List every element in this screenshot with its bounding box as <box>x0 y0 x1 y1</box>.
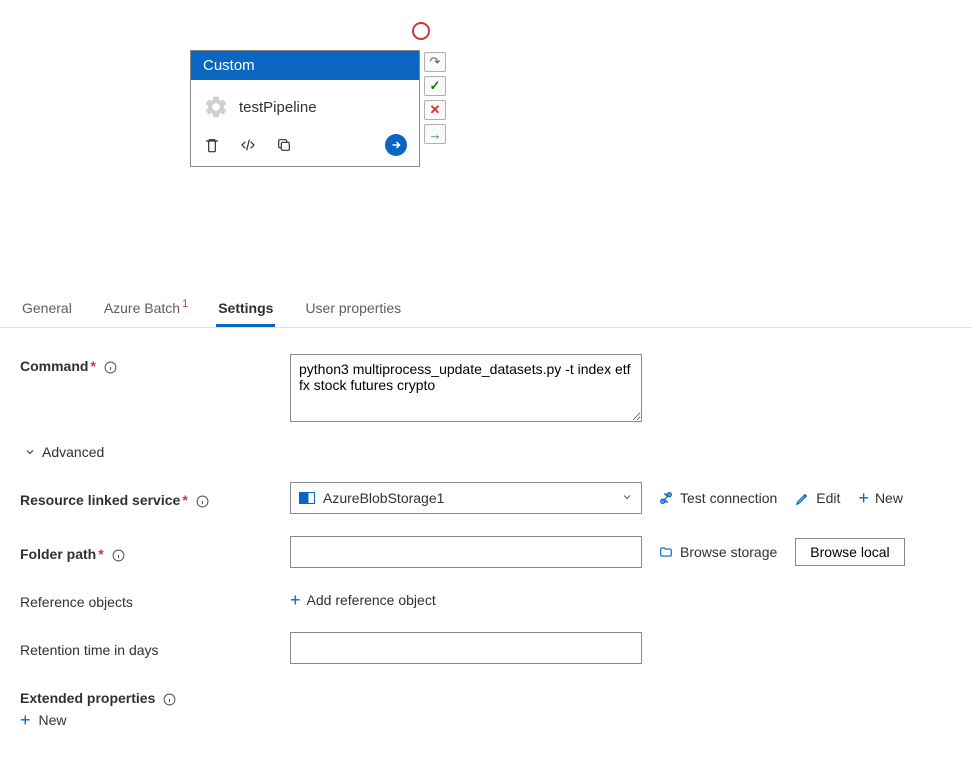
chevron-down-icon <box>621 490 633 506</box>
status-fail[interactable]: ✕ <box>424 100 446 120</box>
tab-badge: 1 <box>182 298 188 310</box>
reference-objects-label: Reference objects <box>20 590 290 610</box>
tab-user-properties[interactable]: User properties <box>303 290 403 327</box>
command-input[interactable] <box>290 354 642 422</box>
activity-header: Custom <box>191 51 419 80</box>
retention-input[interactable] <box>290 632 642 664</box>
plus-icon: + <box>20 713 31 727</box>
status-success[interactable]: ✓ <box>424 76 446 96</box>
status-stack: ↷ ✓ ✕ → <box>424 52 446 144</box>
advanced-label: Advanced <box>42 444 104 460</box>
new-extended-property-button[interactable]: + New <box>20 712 952 728</box>
tab-settings[interactable]: Settings <box>216 290 275 327</box>
pencil-icon <box>795 491 810 506</box>
pipeline-canvas[interactable]: Custom testPipeline ↷ ✓ ✕ → <box>0 0 972 290</box>
activity-node[interactable]: Custom testPipeline <box>190 50 420 167</box>
tab-general[interactable]: General <box>20 290 74 327</box>
activity-tabs: General Azure Batch1 Settings User prope… <box>0 290 972 327</box>
folder-path-input[interactable] <box>290 536 642 568</box>
resource-service-value: AzureBlobStorage1 <box>323 490 444 506</box>
browse-local-button[interactable]: Browse local <box>795 538 904 566</box>
resource-service-select[interactable]: AzureBlobStorage1 <box>290 482 642 514</box>
status-next[interactable]: → <box>424 124 446 144</box>
activity-name: testPipeline <box>239 99 317 116</box>
new-linked-service-button[interactable]: + New <box>858 490 903 506</box>
status-undo[interactable]: ↷ <box>424 52 446 72</box>
resource-service-label: Resource linked service* <box>20 488 290 508</box>
add-reference-object-button[interactable]: + Add reference object <box>290 592 436 608</box>
retention-label: Retention time in days <box>20 638 290 658</box>
edit-button[interactable]: Edit <box>795 490 840 506</box>
info-icon[interactable] <box>104 361 117 374</box>
code-icon[interactable] <box>239 136 257 154</box>
activity-footer <box>191 130 419 166</box>
folder-icon <box>658 545 674 559</box>
info-icon[interactable] <box>196 495 209 508</box>
plug-icon <box>658 490 674 506</box>
settings-panel: Command* Advanced Resource linked servic… <box>0 328 972 738</box>
annotation-circle <box>412 22 430 40</box>
browse-storage-button[interactable]: Browse storage <box>658 544 777 560</box>
activity-body: testPipeline <box>191 80 419 130</box>
advanced-toggle[interactable]: Advanced <box>24 444 952 460</box>
tab-azure-batch[interactable]: Azure Batch1 <box>102 290 188 327</box>
open-activity-button[interactable] <box>385 134 407 156</box>
plus-icon: + <box>858 491 869 505</box>
plus-icon: + <box>290 593 301 607</box>
extended-properties-label: Extended properties <box>20 686 952 706</box>
storage-icon <box>299 492 315 504</box>
clone-icon[interactable] <box>275 136 293 154</box>
info-icon[interactable] <box>112 549 125 562</box>
test-connection-button[interactable]: Test connection <box>658 490 777 506</box>
gear-icon <box>203 94 229 120</box>
tab-azure-batch-label: Azure Batch <box>104 300 180 316</box>
info-icon[interactable] <box>163 693 176 706</box>
trash-icon[interactable] <box>203 136 221 154</box>
folder-path-label: Folder path* <box>20 542 290 562</box>
chevron-down-icon <box>24 446 36 458</box>
command-label: Command* <box>20 354 290 374</box>
